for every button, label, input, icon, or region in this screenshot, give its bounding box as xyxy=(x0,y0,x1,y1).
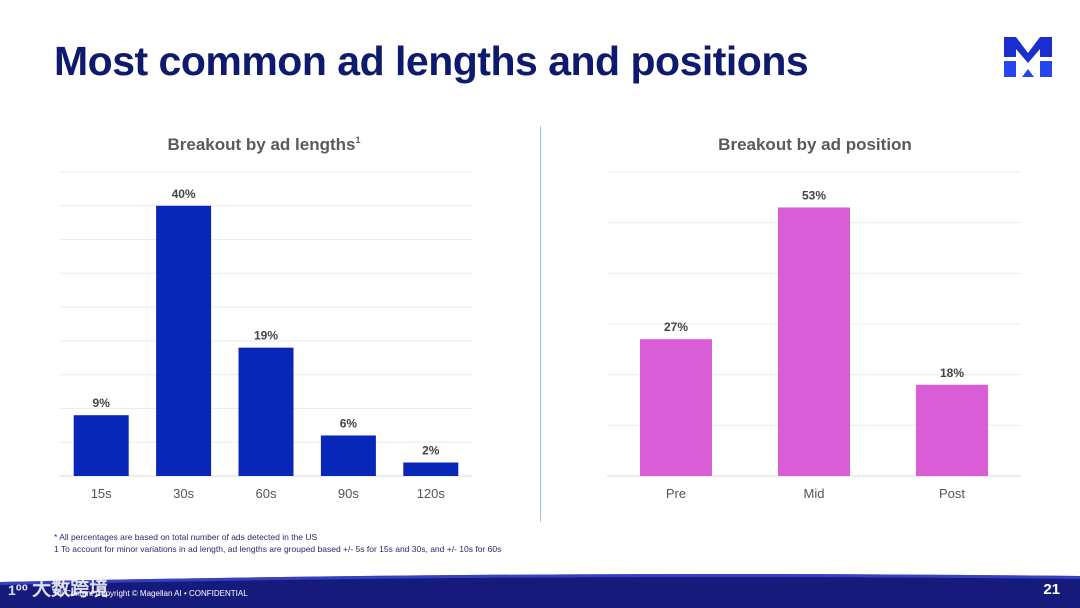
lengths-bar-60s xyxy=(238,347,294,476)
lengths-bar-label: 9% xyxy=(93,396,111,410)
watermark-text: 大数跨境 xyxy=(32,579,109,600)
position-x-tick: Post xyxy=(939,486,965,501)
lengths-title-superscript: 1 xyxy=(355,135,360,145)
chart-divider xyxy=(540,126,541,522)
footer-band xyxy=(0,574,1080,608)
lengths-bar-label: 40% xyxy=(172,187,196,201)
position-bar-mid xyxy=(778,207,850,476)
footnote-2: 1 To account for minor variations in ad … xyxy=(54,544,502,554)
watermark: 1⁰⁰ 大数跨境 xyxy=(8,574,108,601)
position-bar-label: 18% xyxy=(940,366,964,380)
page-title: Most common ad lengths and positions xyxy=(54,38,809,84)
position-x-tick: Pre xyxy=(666,486,686,501)
watermark-icon: 1⁰⁰ xyxy=(8,582,29,598)
lengths-x-tick: 90s xyxy=(338,486,359,501)
lengths-x-tick: 30s xyxy=(173,486,194,501)
lengths-x-tick: 60s xyxy=(256,486,277,501)
lengths-x-tick: 15s xyxy=(91,486,112,501)
footnote-1: * All percentages are based on total num… xyxy=(54,532,318,542)
page-number: 21 xyxy=(1043,581,1060,598)
lengths-bar-15s xyxy=(73,415,129,476)
charts-canvas: Breakout by ad lengths1 9% 15s 40% 30s 19% 60s… xyxy=(60,135,1021,501)
magellan-logo xyxy=(1004,37,1052,77)
lengths-bar-label: 6% xyxy=(340,416,358,430)
lengths-bar-90s xyxy=(320,435,376,476)
position-x-tick: Mid xyxy=(804,486,825,501)
footer-copyright: All Content Copyright © Magellan AI • CO… xyxy=(54,589,248,598)
lengths-bar-120s xyxy=(403,462,459,476)
lengths-bar-30s xyxy=(156,205,212,476)
position-chart-title: Breakout by ad position xyxy=(718,135,912,154)
lengths-chart-title: Breakout by ad lengths1 xyxy=(168,135,361,154)
lengths-bar-label: 2% xyxy=(422,443,440,457)
position-bar-post xyxy=(916,384,988,476)
position-bar-label: 53% xyxy=(802,188,826,202)
position-bar-label: 27% xyxy=(664,320,688,334)
lengths-bar-label: 19% xyxy=(254,329,278,343)
lengths-x-tick: 120s xyxy=(417,486,446,501)
position-bar-pre xyxy=(640,339,712,476)
